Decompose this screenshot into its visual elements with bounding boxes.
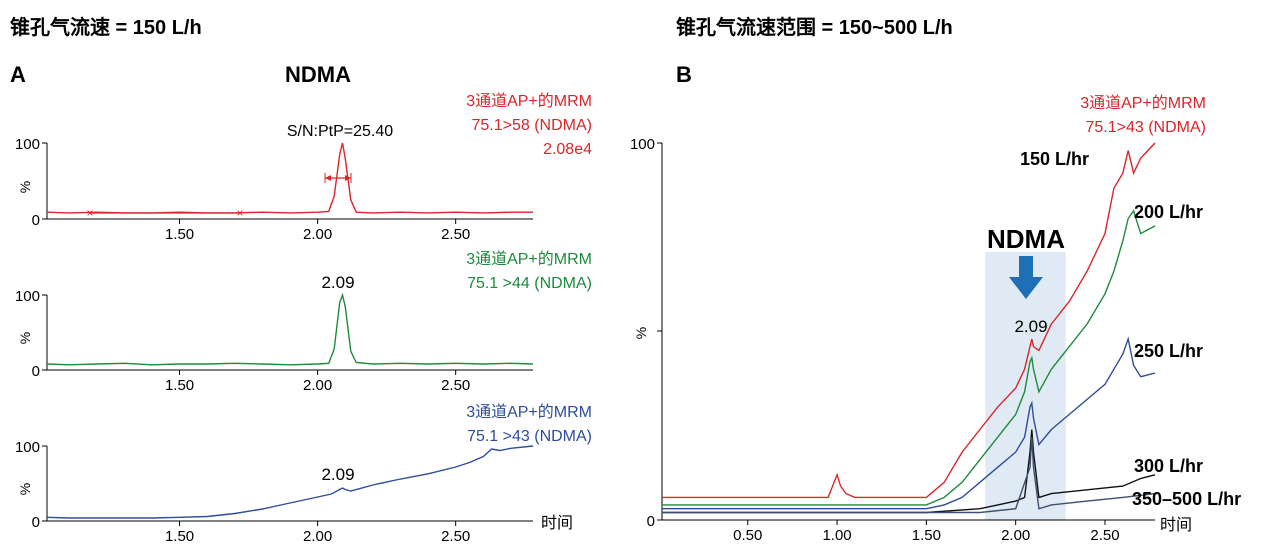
b-peak-label: 2.09 bbox=[1014, 317, 1047, 336]
a1-label-line-3: 2.08e4 bbox=[543, 141, 592, 158]
a2-peak-label: 2.09 bbox=[321, 273, 354, 292]
a1-ytick-label-0: 0 bbox=[32, 212, 40, 229]
panel-a-letter: A bbox=[10, 62, 26, 87]
a1-trace-line bbox=[46, 142, 533, 214]
b-trace-label-line-1: 3通道AP+的MRM bbox=[1080, 94, 1206, 112]
a2-trace-line bbox=[46, 292, 534, 366]
a3-peak-label: 2.09 bbox=[321, 465, 354, 484]
b-series-label-200: 200 L/hr bbox=[1134, 202, 1203, 222]
b-xtick-label-4: 2.50 bbox=[1090, 527, 1119, 544]
panel-a-heading: 锥孔气流速 = 150 L/h bbox=[10, 15, 202, 39]
a1-noise-end-marker: × bbox=[236, 206, 243, 220]
a1-ytick-label-100: 100 bbox=[15, 136, 40, 153]
panel-b-letter: B bbox=[676, 62, 692, 87]
a3-xtick-label-2: 2.50 bbox=[441, 528, 470, 545]
b-down-arrow-icon bbox=[1009, 256, 1043, 299]
a3-label-line-2: 75.1 >43 (NDMA) bbox=[467, 428, 592, 445]
panel-a-trace-3: 100 0 % 1.50 2.00 2.50 2.09 3通道AP+的MRM 75.… bbox=[15, 403, 592, 545]
b-xtick-label-1: 1.00 bbox=[822, 527, 851, 544]
b-series-line-3 bbox=[662, 429, 1156, 514]
b-y-unit: % bbox=[633, 327, 649, 339]
b-series-line-2 bbox=[662, 336, 1156, 510]
a2-xtick-label-0: 1.50 bbox=[165, 377, 194, 394]
b-series-label-350-500: 350–500 L/hr bbox=[1132, 489, 1241, 509]
b-series-label-250: 250 L/hr bbox=[1134, 341, 1203, 361]
panel-a-trace-2: 100 0 % 1.50 2.00 2.50 2.09 3通道AP+的MRM 75.… bbox=[15, 250, 592, 394]
b-series-label-300: 300 L/hr bbox=[1134, 456, 1203, 476]
panel-a-compound: NDMA bbox=[285, 62, 351, 87]
a3-ytick-label-100: 100 bbox=[15, 439, 40, 456]
a1-peak-width-marker bbox=[324, 173, 352, 183]
a1-xtick-label-2: 2.50 bbox=[441, 226, 470, 243]
a1-xtick-label-0: 1.50 bbox=[165, 226, 194, 243]
a1-y-unit: % bbox=[17, 181, 33, 193]
b-series-label-150: 150 L/hr bbox=[1020, 149, 1089, 169]
a1-label-line-2: 75.1>58 (NDMA) bbox=[472, 117, 593, 134]
a3-x-unit: 时间 bbox=[541, 514, 573, 532]
a2-xtick-label-1: 2.00 bbox=[303, 377, 332, 394]
b-ytick-label-100: 100 bbox=[630, 136, 655, 153]
a2-label-line-2: 75.1 >44 (NDMA) bbox=[467, 275, 592, 292]
a2-ytick-label-100: 100 bbox=[15, 288, 40, 305]
a1-label-line-1: 3通道AP+的MRM bbox=[466, 92, 592, 110]
a2-ytick-label-0: 0 bbox=[32, 363, 40, 380]
a3-xtick-label-1: 2.00 bbox=[303, 528, 332, 545]
a2-xtick-label-2: 2.50 bbox=[441, 377, 470, 394]
a3-xtick-label-0: 1.50 bbox=[165, 528, 194, 545]
a2-label-line-1: 3通道AP+的MRM bbox=[466, 250, 592, 268]
b-series-line-4 bbox=[662, 437, 1156, 514]
a1-sn-annotation: S/N:PtP=25.40 bbox=[287, 123, 393, 140]
b-x-unit: 时间 bbox=[1160, 516, 1192, 534]
a1-xtick-label-1: 2.00 bbox=[303, 226, 332, 243]
a2-y-unit: % bbox=[17, 332, 33, 344]
b-xtick-label-2: 1.50 bbox=[912, 527, 941, 544]
a3-y-unit: % bbox=[17, 483, 33, 495]
b-series-line-1 bbox=[662, 209, 1156, 506]
b-xtick-label-0: 0.50 bbox=[733, 527, 762, 544]
b-ytick-label-0: 0 bbox=[647, 513, 655, 530]
a1-noise-range: × × bbox=[86, 206, 243, 220]
b-series-line-0 bbox=[662, 142, 1156, 499]
panel-a-trace-1: 100 0 % 1.50 2.00 2.50 × × S/N:PtP=25.40 3… bbox=[15, 92, 592, 243]
a3-label-line-1: 3通道AP+的MRM bbox=[466, 403, 592, 421]
b-xtick-label-3: 2.00 bbox=[1001, 527, 1030, 544]
a1-noise-start-marker: × bbox=[86, 206, 93, 220]
a3-ytick-label-0: 0 bbox=[32, 514, 40, 531]
b-trace-label-line-2: 75.1>43 (NDMA) bbox=[1086, 119, 1207, 136]
b-compound-label: NDMA bbox=[987, 224, 1065, 254]
a3-trace-line bbox=[46, 445, 534, 519]
panel-b-heading: 锥孔气流速范围 = 150~500 L/h bbox=[676, 15, 953, 39]
